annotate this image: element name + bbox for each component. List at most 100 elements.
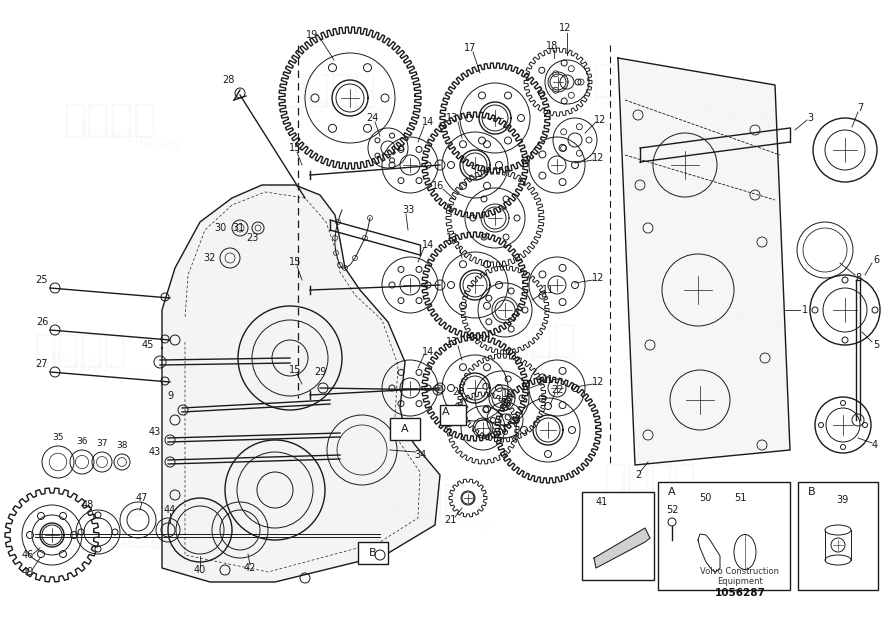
Text: Volvo Construction: Volvo Construction	[700, 567, 780, 577]
Text: 26: 26	[36, 317, 48, 327]
Text: 41: 41	[596, 497, 608, 507]
Text: 12: 12	[592, 377, 604, 387]
Text: 51: 51	[734, 493, 746, 503]
Text: 38: 38	[117, 442, 128, 450]
Text: 紫发动力: 紫发动力	[233, 361, 327, 399]
Bar	[390, 418, 420, 440]
Text: 37: 37	[96, 440, 108, 448]
Text: 15: 15	[289, 143, 301, 153]
Text: 33: 33	[402, 205, 414, 215]
Text: 27: 27	[36, 359, 48, 369]
Text: A: A	[668, 487, 676, 497]
Text: 48: 48	[82, 500, 94, 510]
Text: B: B	[808, 487, 815, 497]
Text: 12: 12	[559, 23, 571, 33]
Text: 43: 43	[149, 447, 161, 457]
Text: 紫发动力: 紫发动力	[603, 461, 697, 499]
Text: Diesel-Engines: Diesel-Engines	[78, 122, 182, 153]
Polygon shape	[162, 185, 440, 582]
Text: 紫发动力: 紫发动力	[684, 81, 777, 119]
Text: 紫发动力: 紫发动力	[283, 71, 376, 109]
Text: 52: 52	[666, 505, 678, 515]
Text: 1056287: 1056287	[715, 588, 765, 598]
Text: 16: 16	[432, 181, 444, 191]
Text: 39: 39	[836, 495, 848, 505]
Text: 40: 40	[194, 565, 206, 575]
Text: 12: 12	[594, 115, 606, 125]
Text: 31: 31	[232, 223, 244, 233]
Text: 50: 50	[699, 493, 711, 503]
Text: 45: 45	[142, 340, 154, 350]
Text: Diesel-Engines: Diesel-Engines	[48, 352, 151, 384]
Text: 9: 9	[167, 391, 173, 401]
Text: 35: 35	[53, 433, 64, 442]
Text: 25: 25	[36, 275, 48, 285]
Text: Diesel-Engines: Diesel-Engines	[389, 502, 491, 534]
Text: 11: 11	[542, 375, 554, 385]
Bar	[440, 405, 466, 425]
Text: 7: 7	[857, 103, 863, 113]
Text: 紫发动力: 紫发动力	[373, 481, 466, 519]
Text: A: A	[442, 407, 449, 417]
Text: Diesel-Engines: Diesel-Engines	[619, 482, 722, 514]
Text: A: A	[401, 424, 409, 434]
Text: 20: 20	[452, 387, 465, 397]
Text: 8: 8	[855, 273, 861, 283]
Text: 34: 34	[414, 450, 426, 460]
Text: Diesel-Engines: Diesel-Engines	[118, 532, 222, 564]
Text: 18: 18	[546, 41, 558, 51]
Text: 11: 11	[542, 285, 554, 295]
Text: 29: 29	[314, 367, 327, 377]
Text: 紫发动力: 紫发动力	[33, 331, 126, 369]
Bar	[358, 542, 388, 564]
Text: 32: 32	[204, 253, 216, 263]
Text: 13: 13	[446, 233, 458, 243]
Text: 49: 49	[22, 567, 34, 577]
Bar	[658, 482, 790, 590]
Text: 1: 1	[802, 305, 808, 315]
Text: 28: 28	[222, 75, 234, 85]
Text: 24: 24	[366, 113, 378, 123]
Text: 17: 17	[464, 43, 476, 53]
Text: Diesel-Engines: Diesel-Engines	[298, 92, 401, 124]
Text: 14: 14	[422, 240, 434, 250]
Text: 紫发动力: 紫发动力	[673, 281, 767, 319]
Text: 10: 10	[502, 389, 514, 399]
Text: 43: 43	[149, 427, 161, 437]
Text: 13: 13	[446, 113, 458, 123]
Text: 15: 15	[289, 257, 301, 267]
Text: 42: 42	[244, 563, 256, 573]
Text: 紫发动力: 紫发动力	[63, 101, 157, 139]
Text: 15: 15	[289, 365, 301, 375]
Text: 14: 14	[422, 117, 434, 127]
Text: 47: 47	[136, 493, 149, 503]
Text: 12: 12	[592, 153, 604, 163]
Text: 紫发动力: 紫发动力	[483, 321, 577, 359]
Text: 紫发动力: 紫发动力	[523, 61, 617, 99]
Text: 30: 30	[214, 223, 226, 233]
Text: 21: 21	[444, 515, 457, 525]
Text: 紫发动力: 紫发动力	[103, 511, 197, 549]
Text: B: B	[369, 548, 376, 558]
Text: 6: 6	[873, 255, 879, 265]
Text: 36: 36	[77, 438, 88, 447]
Text: Diesel-Engines: Diesel-Engines	[689, 303, 791, 334]
Text: Diesel-Engines: Diesel-Engines	[498, 342, 602, 374]
Text: Diesel-Engines: Diesel-Engines	[699, 103, 802, 134]
Text: 3: 3	[807, 113, 813, 123]
Text: 13: 13	[446, 337, 458, 347]
Text: Equipment: Equipment	[717, 577, 763, 586]
Text: 14: 14	[422, 347, 434, 357]
Text: 12: 12	[592, 273, 604, 283]
Text: 22: 22	[552, 385, 564, 395]
Bar	[798, 482, 878, 590]
Bar	[582, 492, 654, 580]
Text: 46: 46	[22, 550, 34, 560]
Polygon shape	[594, 528, 650, 568]
Text: 2: 2	[635, 470, 641, 480]
Text: 5: 5	[873, 340, 879, 350]
Text: Diesel-Engines: Diesel-Engines	[248, 382, 352, 414]
Text: 44: 44	[164, 505, 176, 515]
Polygon shape	[618, 58, 790, 465]
Text: 19: 19	[306, 30, 318, 40]
